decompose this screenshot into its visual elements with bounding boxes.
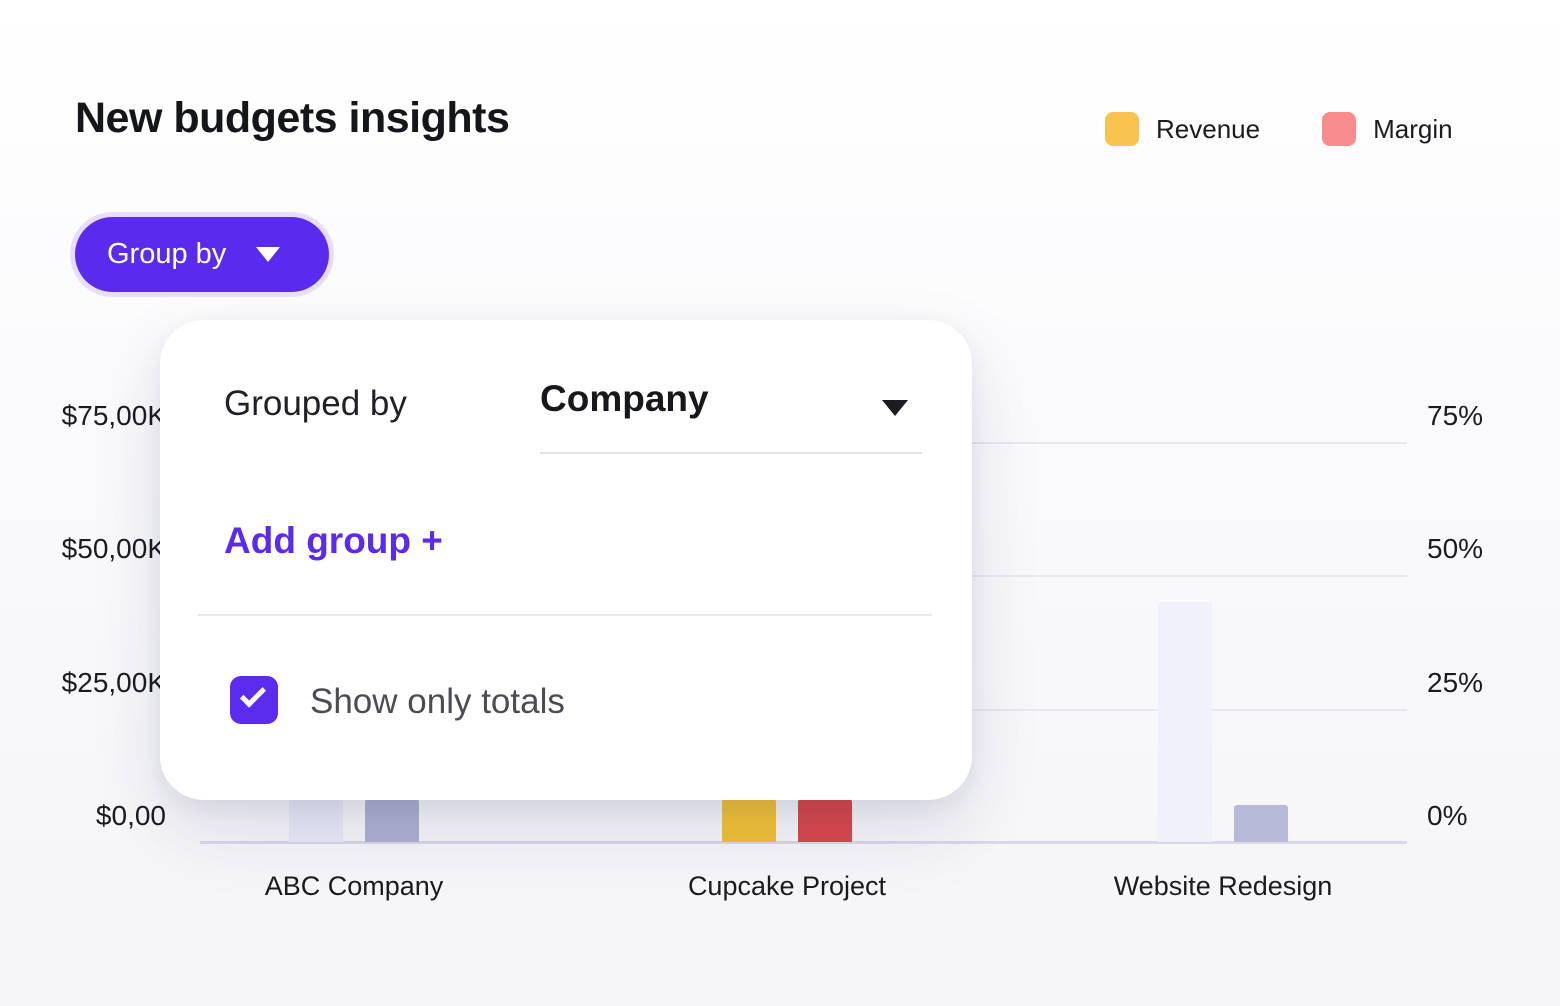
y-axis-left-tick-0: $75,00K — [61, 400, 166, 431]
y-axis-right-tick-2: 25% — [1427, 667, 1484, 698]
legend-item-revenue[interactable]: Revenue — [1105, 112, 1260, 146]
show-only-totals-checkbox[interactable] — [230, 676, 278, 724]
legend-label: Margin — [1373, 113, 1453, 144]
y-axis-right-tick-3: 0% — [1427, 800, 1468, 831]
chevron-down-icon — [882, 400, 908, 416]
margin-swatch-icon — [1322, 112, 1357, 146]
legend-item-margin[interactable]: Margin — [1322, 112, 1453, 146]
chart-legend: Revenue Margin — [1105, 112, 1453, 146]
group-by-button[interactable]: Group by — [75, 217, 329, 292]
x-axis-label-cupcake-project: Cupcake Project — [687, 871, 887, 901]
x-axis-line — [200, 841, 1407, 844]
group-field-select[interactable]: Company — [540, 374, 922, 454]
bar-revenue-cupcake-project[interactable] — [722, 799, 776, 842]
y-axis-left-tick-2: $25,00K — [61, 667, 166, 698]
grouped-by-label: Grouped by — [224, 384, 407, 423]
page-title: New budgets insights — [75, 94, 510, 142]
x-axis-label-website-redesign: Website Redesign — [1113, 871, 1333, 901]
revenue-swatch-icon — [1105, 112, 1139, 146]
group-by-popover: Grouped by Company Add group + Show only… — [160, 320, 972, 800]
legend-label: Revenue — [1156, 113, 1261, 144]
bar-revenue-abc-company[interactable] — [289, 799, 343, 842]
bar-revenue-website-redesign[interactable] — [1158, 602, 1212, 842]
y-axis-right-tick-0: 75% — [1427, 400, 1484, 431]
y-axis-left-tick-1: $50,00K — [61, 533, 166, 564]
group-field-select-value: Company — [540, 378, 709, 419]
popover-divider — [198, 614, 932, 616]
y-axis-right-tick-1: 50% — [1427, 533, 1484, 564]
show-only-totals-label[interactable]: Show only totals — [310, 682, 565, 721]
x-axis-label-abc-company: ABC Company — [264, 871, 444, 901]
group-by-button-label: Group by — [107, 238, 227, 270]
bar-margin-website-redesign[interactable] — [1234, 805, 1288, 842]
chevron-down-icon — [256, 247, 281, 262]
bar-margin-abc-company[interactable] — [365, 799, 419, 842]
checkmark-icon — [239, 681, 267, 708]
y-axis-left-tick-3: $0,00 — [95, 800, 166, 831]
bar-margin-cupcake-project[interactable] — [798, 799, 852, 842]
add-group-link[interactable]: Add group + — [224, 520, 443, 561]
